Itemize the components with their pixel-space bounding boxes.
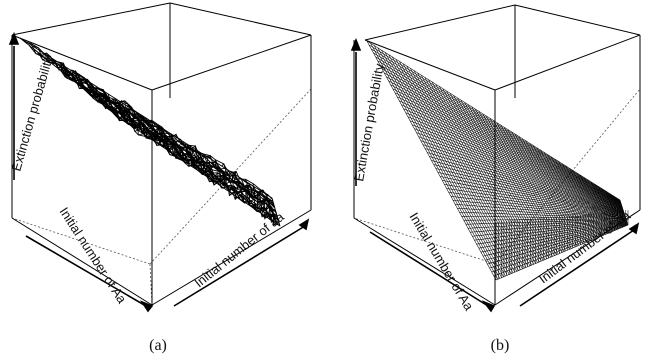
panel-a-z-label: Extinction probability	[8, 54, 55, 173]
panel-a-hidden-edges	[11, 88, 312, 306]
panel-b-surface	[366, 40, 629, 281]
panel-a-caption: (a)	[149, 337, 167, 354]
panel-a-axis-arrows	[8, 31, 310, 313]
panel-b-axis-arrows	[350, 37, 640, 313]
panel-a: Extinction probability Initial number of…	[8, 2, 312, 354]
panel-b-caption: (b)	[491, 337, 510, 354]
panel-b: Extinction probability Initial number of…	[350, 4, 641, 354]
panel-a-y-label: Initial number of aa	[191, 209, 287, 291]
panel-a-box	[11, 2, 312, 306]
panel-a-surface	[19, 37, 281, 227]
panel-a-x-label: Initial number of Aa	[56, 204, 130, 306]
